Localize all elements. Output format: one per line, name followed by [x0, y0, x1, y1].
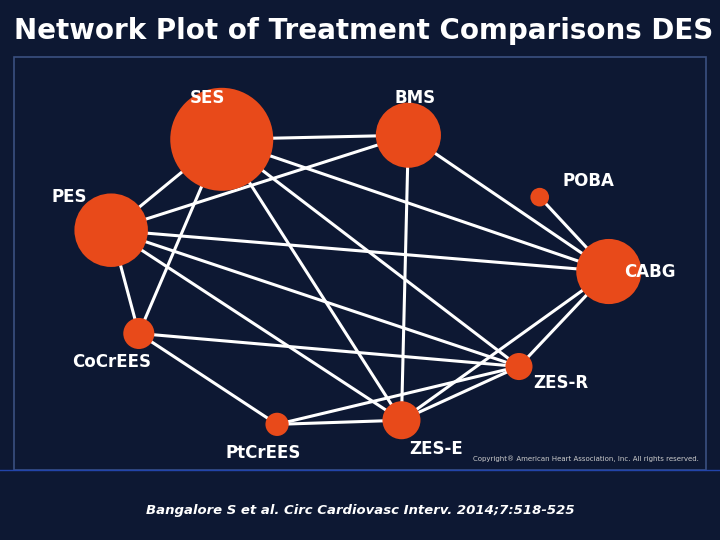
Text: POBA: POBA [562, 172, 614, 190]
Text: ZES-R: ZES-R [533, 374, 588, 392]
Text: ZES-E: ZES-E [409, 440, 463, 458]
Point [534, 193, 546, 201]
Point [105, 226, 117, 234]
Text: PES: PES [52, 188, 87, 206]
Text: PtCrEES: PtCrEES [225, 444, 301, 462]
Point [133, 329, 145, 338]
Point [402, 131, 414, 139]
Text: Network Plot of Treatment Comparisons DES: Network Plot of Treatment Comparisons DE… [14, 17, 714, 45]
Text: BMS: BMS [395, 89, 436, 107]
Text: CoCrEES: CoCrEES [72, 353, 150, 372]
Point [271, 420, 283, 429]
Text: CABG: CABG [624, 262, 676, 280]
Text: SES: SES [190, 89, 225, 107]
Text: Copyright® American Heart Association, Inc. All rights reserved.: Copyright® American Heart Association, I… [473, 455, 698, 462]
Point [603, 267, 615, 276]
Point [513, 362, 525, 371]
Point [216, 135, 228, 144]
Point [396, 416, 408, 424]
Text: Bangalore S et al. Circ Cardiovasc Interv. 2014;7:518-525: Bangalore S et al. Circ Cardiovasc Inter… [145, 504, 575, 517]
